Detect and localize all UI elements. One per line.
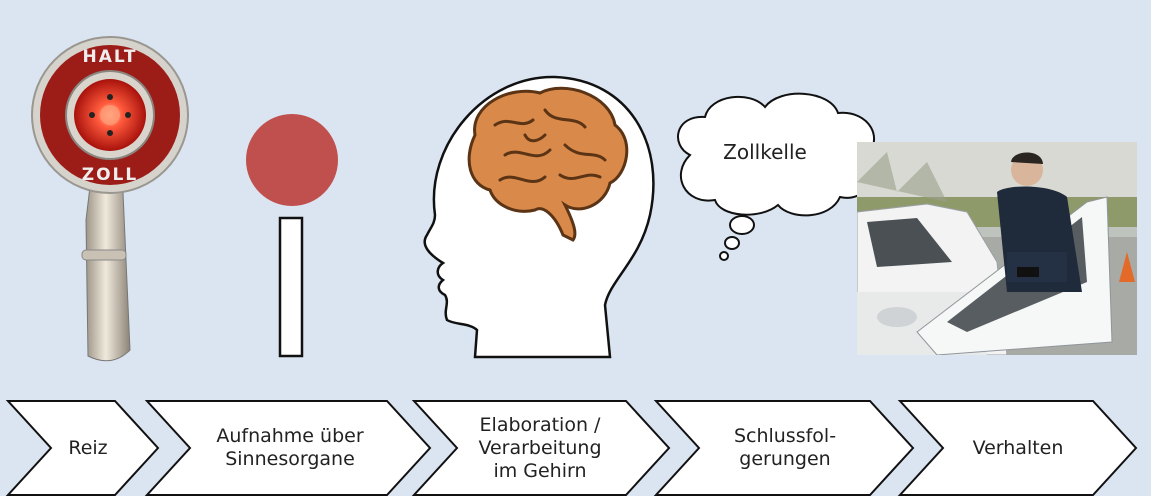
process-chevron-row (5, 400, 1138, 496)
thought-bubble-text: Zollkelle (723, 140, 807, 164)
process-step-aufnahme-label: Aufnahme über Sinnesorgane (216, 425, 364, 470)
process-step-schlussfolgerungen-shape (653, 400, 915, 496)
process-step-schlussfolgerungen-label: Schlussfol- gerungen (733, 425, 837, 470)
process-step-verhalten-shape (897, 400, 1138, 496)
process-step-reiz-label: Reiz (68, 436, 108, 459)
stop-paddle-bottom-text: ZOLL (82, 165, 138, 185)
process-step-verhalten-label: Verhalten (972, 436, 1064, 459)
process-step-reiz-shape (5, 400, 160, 496)
info-icon (246, 114, 338, 358)
process-step-elaboration-label: Elaboration / Verarbeitung im Gehirn (478, 413, 602, 482)
info-icon-stem (278, 216, 304, 358)
customs-officer-photo (857, 142, 1137, 355)
info-icon-dot (246, 114, 338, 206)
brain-icon (467, 86, 629, 242)
stop-paddle-image: HALT ZOLL (31, 36, 189, 362)
process-step-elaboration-shape (411, 400, 671, 496)
thought-bubble (677, 92, 876, 261)
stop-paddle-top-text: HALT (83, 47, 138, 67)
head-brain-icon (423, 75, 655, 359)
process-step-aufnahme-shape (144, 400, 432, 496)
